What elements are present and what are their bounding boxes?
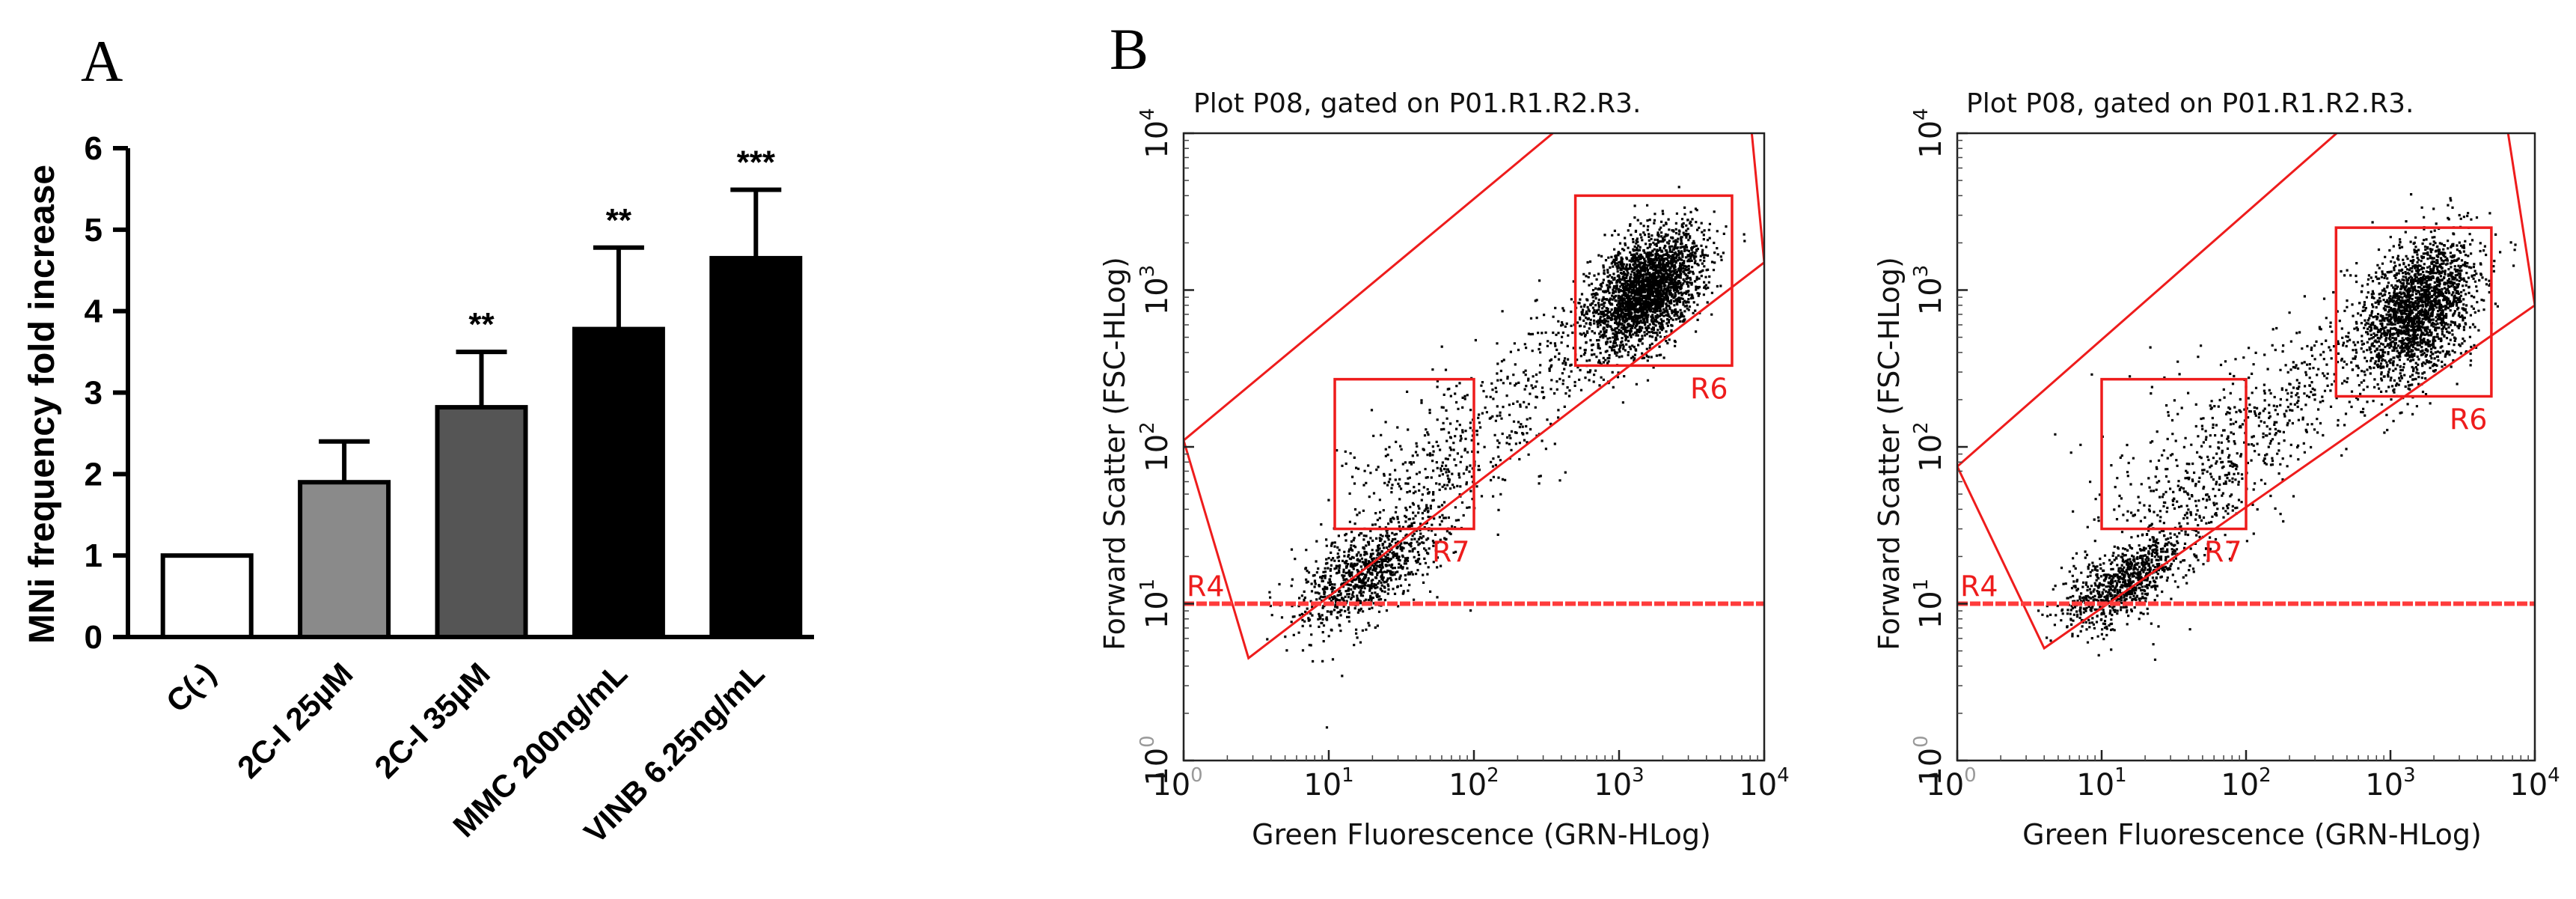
- scatter1-y-tick-label: 101: [1136, 579, 1175, 629]
- scatter2-x-tick-label: 101: [2076, 764, 2126, 802]
- scatter2-x-tick-exponent: 1: [2114, 764, 2127, 787]
- bar-3: [435, 405, 528, 640]
- scatter2-y-tick-label: 102: [1910, 421, 1948, 472]
- scatter2-y-tick-exponent: 0: [1910, 735, 1933, 748]
- scatter2-polygon-gate: [1957, 133, 2535, 650]
- category-label: 2C-I 35µM: [367, 656, 496, 784]
- scatter1-label-r4: R4: [1187, 570, 1225, 603]
- scatter1-y-tick-exponent: 0: [1136, 735, 1159, 748]
- scatter1-label-r6: R6: [1690, 372, 1728, 405]
- scatter2-x-tick-label: 104: [2509, 764, 2560, 802]
- scatter2-cluster-main-population: [2319, 193, 2517, 434]
- scatter2-label-r6: R6: [2450, 403, 2488, 436]
- scatter2-cluster-low-population: [2041, 508, 2212, 639]
- scatter2-x-tick-exponent: 3: [2403, 764, 2416, 787]
- scatter2-label-r4: R4: [1960, 570, 1998, 603]
- scatter1-x-tick-label: 101: [1303, 764, 1353, 802]
- bar-y-tick-label: 0: [85, 619, 103, 656]
- scatter1-cluster-diagonal-band: [1268, 272, 1634, 729]
- scatter-plot-2: Plot P08, gated on P01.R1.R2.R3. R6 R7 R4 1…: [1873, 88, 2560, 851]
- scatter2-title: Plot P08, gated on P01.R1.R2.R3.: [1966, 88, 2414, 119]
- scatter1-y-tick-label: 100: [1136, 735, 1175, 785]
- scatter2-y-axis-label: Forward Scatter (FSC-HLog): [1873, 257, 1906, 650]
- scatter1-y-tick-label: 103: [1136, 265, 1175, 315]
- significance-label: **: [606, 202, 632, 239]
- bar-y-tick-label: 3: [85, 375, 103, 412]
- scatter1-region-r6: [1573, 194, 1734, 368]
- scatter-plot-1: Plot P08, gated on P01.R1.R2.R3. R6 R7 R4 1…: [1098, 88, 1790, 851]
- scatter1-region-r7: [1333, 377, 1475, 531]
- scatter2-points: [2037, 193, 2517, 661]
- scatter1-cluster-main-population: [1549, 186, 1746, 404]
- panel-label-a: A: [81, 28, 123, 94]
- scatter1-cluster-low-population: [1266, 498, 1474, 641]
- scatter1-y-axis-label: Forward Scatter (FSC-HLog): [1098, 257, 1131, 650]
- scatter2-y-tick-label: 103: [1910, 265, 1948, 315]
- significance-label: ***: [737, 144, 776, 181]
- scatter1-x-tick-exponent: 2: [1487, 764, 1499, 787]
- bar-1: [160, 553, 254, 640]
- scatter1-y-tick-exponent: 2: [1136, 421, 1159, 434]
- category-label: 2C-I 25µM: [230, 656, 359, 784]
- scatter1-x-tick-exponent: 4: [1777, 764, 1790, 787]
- scatter2-y-tick-label: 101: [1910, 579, 1948, 629]
- bar-y-tick-label: 5: [85, 212, 103, 249]
- scatter1-label-r7: R7: [1432, 536, 1470, 569]
- scatter1-x-tick-label: 104: [1739, 764, 1789, 802]
- scatter2-x-tick-label: 103: [2365, 764, 2415, 802]
- bar-y-tick-label: 4: [85, 293, 103, 330]
- scatter2-y-tick-exponent: 1: [1910, 579, 1933, 591]
- significance-label: **: [468, 306, 495, 343]
- scatter1-x-tick-exponent: 0: [1190, 764, 1203, 787]
- scatter2-y-tick-exponent: 3: [1910, 265, 1933, 278]
- scatter2-label-r7: R7: [2204, 536, 2242, 569]
- bar-y-tick-label: 6: [85, 130, 103, 167]
- scatter2-x-tick-exponent: 4: [2548, 764, 2560, 787]
- scatter1-y-tick-label: 102: [1136, 421, 1175, 472]
- scatter2-x-tick-label: 102: [2221, 764, 2271, 802]
- scatter2-y-tick-exponent: 4: [1910, 108, 1933, 121]
- scatter2-y-tick-label: 104: [1910, 108, 1948, 158]
- scatter1-x-tick-label: 102: [1448, 764, 1499, 802]
- scatter2-x-tick-exponent: 0: [1964, 764, 1977, 787]
- bar-5: [709, 255, 803, 639]
- scatter2-gates: [1957, 133, 2535, 650]
- scatter2-region-r7: [2100, 377, 2248, 531]
- scatter1-y-tick-exponent: 3: [1136, 265, 1159, 278]
- scatter1-title: Plot P08, gated on P01.R1.R2.R3.: [1193, 88, 1642, 119]
- scatter1-x-tick-label: 103: [1594, 764, 1644, 802]
- scatter1-y-tick-label: 104: [1136, 108, 1175, 158]
- scatter1-points: [1266, 186, 1746, 729]
- scatter2-y-tick-label: 100: [1910, 735, 1948, 785]
- scatter2-x-axis-label: Green Fluorescence (GRN-HLog): [2022, 818, 2482, 851]
- scatter1-x-tick-exponent: 1: [1341, 764, 1354, 787]
- category-label: C(-): [159, 656, 222, 719]
- scatter2-y-tick-exponent: 2: [1910, 421, 1933, 434]
- bar-marks: *******: [160, 144, 803, 640]
- bar-y-tick-label: 2: [85, 456, 103, 493]
- scatter1-y-tick-exponent: 4: [1136, 108, 1159, 121]
- scatter2-region-r6: [2334, 226, 2493, 398]
- bar-y-axis-label: MNi frequency fold increase: [22, 165, 62, 644]
- bar-y-tick-label: 1: [85, 537, 103, 574]
- panel-label-b: B: [1110, 16, 1148, 82]
- scatter1-x-axis-label: Green Fluorescence (GRN-HLog): [1252, 818, 1711, 851]
- scatter1-y-tick-exponent: 1: [1136, 579, 1159, 591]
- scatter1-x-tick-exponent: 3: [1632, 764, 1645, 787]
- scatter2-x-tick-exponent: 2: [2259, 764, 2271, 787]
- scatter2-cluster-diagonal-band: [2037, 290, 2404, 661]
- bar-2: [298, 480, 391, 640]
- bar-4: [572, 326, 665, 639]
